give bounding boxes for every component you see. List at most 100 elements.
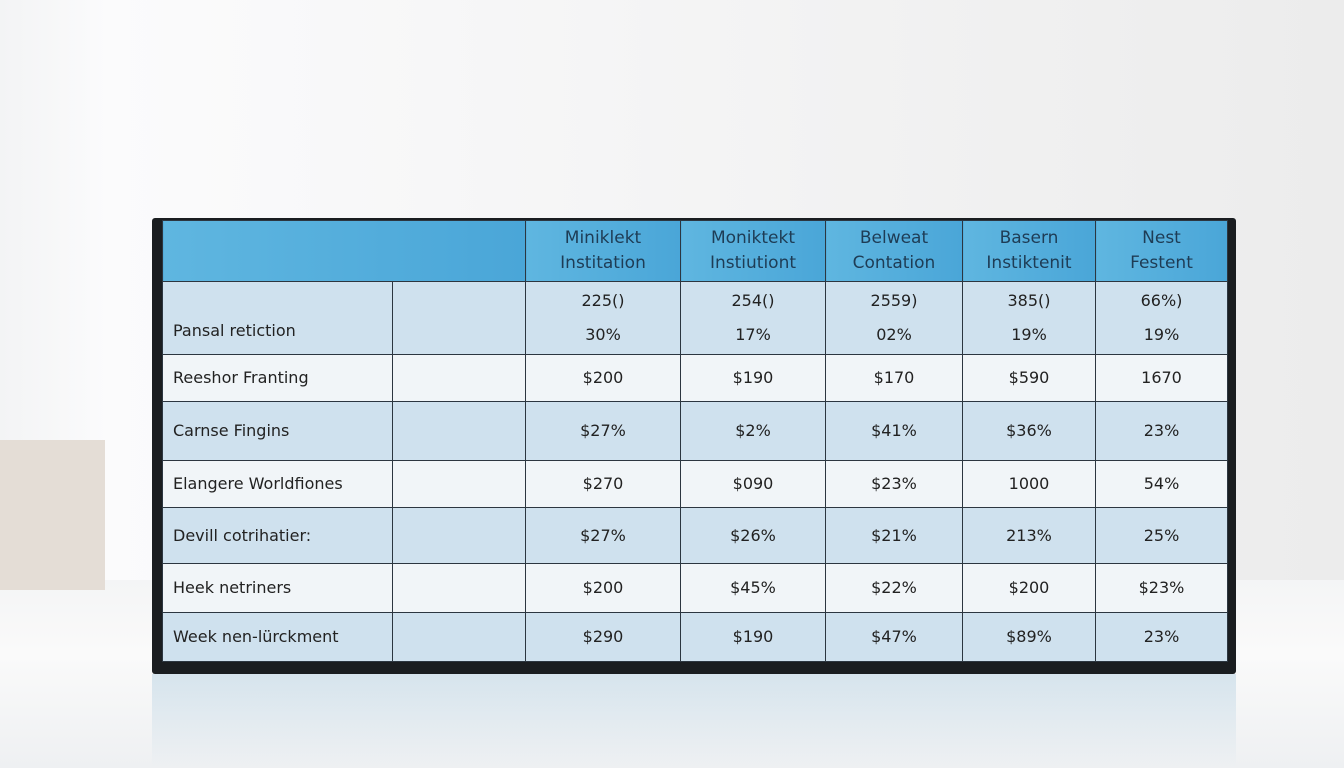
- cell-line: 25%: [1143, 525, 1180, 545]
- value-cell: $200: [962, 562, 1096, 614]
- value-cell: 66%) 19%: [1095, 281, 1228, 355]
- value-cell: $26%: [680, 507, 826, 564]
- cell-line: Festent: [1130, 253, 1193, 273]
- value-cell: 1670: [1095, 353, 1228, 403]
- cell-line: 19%: [1143, 324, 1180, 344]
- column-header: Basern Instiktenit: [962, 220, 1096, 282]
- row-label: Elangere Worldfiones: [162, 459, 393, 509]
- table-row: Reeshor Franting $200 $190 $170 $590 1670: [162, 353, 1228, 403]
- empty-cell: [392, 612, 526, 662]
- row-label: Devill cotrihatier:: [162, 507, 393, 564]
- cell-line: $23%: [1138, 578, 1185, 598]
- row-label: Week nen-lürckment: [162, 612, 393, 662]
- value-cell: $36%: [962, 401, 1096, 461]
- cell-line: 213%: [1006, 525, 1052, 545]
- value-cell: 225() 30%: [525, 281, 681, 355]
- cell-line: 66%): [1140, 290, 1183, 310]
- cell-line: $200: [1008, 578, 1050, 598]
- value-cell: $590: [962, 353, 1096, 403]
- empty-cell: [392, 459, 526, 509]
- cell-line: 23%: [1143, 627, 1180, 647]
- value-cell: $41%: [825, 401, 963, 461]
- cell-line: Nest: [1142, 228, 1181, 248]
- cell-line: $41%: [871, 421, 917, 441]
- row-label: Carnse Fingins: [162, 401, 393, 461]
- cell-line: $2%: [735, 421, 771, 441]
- column-header: Belweat Contation: [825, 220, 963, 282]
- value-cell: $27%: [525, 507, 681, 564]
- cell-line: 54%: [1143, 474, 1180, 494]
- cell-line: 1670: [1141, 368, 1182, 388]
- reflection: [152, 674, 1236, 768]
- table-row: Pansal retiction 225() 30% 254() 17% 2559) 02%…: [162, 281, 1228, 355]
- cell-line: 23%: [1143, 421, 1180, 441]
- column-header: Miniklekt Institation: [525, 220, 681, 282]
- value-cell: $200: [525, 353, 681, 403]
- cell-line: Institation: [560, 253, 646, 273]
- value-cell: 2559) 02%: [825, 281, 963, 355]
- chair: [0, 440, 105, 590]
- header-row: Miniklekt Institation Moniktekt Instiutiont…: [162, 220, 1228, 282]
- cell-line: $27%: [580, 525, 626, 545]
- cell-line: $23%: [871, 474, 917, 494]
- value-cell: 213%: [962, 507, 1096, 564]
- table-row: Carnse Fingins $27% $2% $41% $36% 23%: [162, 401, 1228, 461]
- cell-line: Belweat: [859, 228, 929, 248]
- header-empty: [162, 220, 526, 282]
- cell-line: 225(): [581, 290, 625, 310]
- cell-line: 254(): [731, 290, 775, 310]
- empty-cell: [392, 281, 526, 355]
- value-cell: $090: [680, 459, 826, 509]
- cell-line: 17%: [735, 324, 771, 344]
- cell-line: $190: [732, 368, 774, 388]
- value-cell: 1000: [962, 459, 1096, 509]
- cell-line: Miniklekt: [564, 228, 642, 248]
- value-cell: $290: [525, 612, 681, 662]
- value-cell: 254() 17%: [680, 281, 826, 355]
- empty-cell: [392, 562, 526, 614]
- value-cell: $190: [680, 353, 826, 403]
- empty-cell: [392, 507, 526, 564]
- cell-line: 2559): [870, 290, 918, 310]
- value-cell: $89%: [962, 612, 1096, 662]
- value-cell: $23%: [825, 459, 963, 509]
- value-cell: $200: [525, 562, 681, 614]
- row-label: Pansal retiction: [162, 281, 393, 355]
- cell-line: $89%: [1006, 627, 1052, 647]
- column-header: Moniktekt Instiutiont: [680, 220, 826, 282]
- empty-cell: [392, 353, 526, 403]
- value-cell: $21%: [825, 507, 963, 564]
- value-cell: 54%: [1095, 459, 1228, 509]
- value-cell: $27%: [525, 401, 681, 461]
- cell-line: 30%: [585, 324, 621, 344]
- value-cell: $270: [525, 459, 681, 509]
- value-cell: $190: [680, 612, 826, 662]
- data-table: Miniklekt Institation Moniktekt Instiutiont…: [162, 220, 1228, 662]
- cell-line: $36%: [1006, 421, 1052, 441]
- row-label: Reeshor Franting: [162, 353, 393, 403]
- value-cell: $22%: [825, 562, 963, 614]
- cell-line: $200: [582, 578, 624, 598]
- value-cell: $2%: [680, 401, 826, 461]
- row-label: Heek netriners: [162, 562, 393, 614]
- cell-line: $22%: [871, 578, 917, 598]
- cell-line: Contation: [852, 253, 936, 273]
- cell-line: 02%: [876, 324, 912, 344]
- cell-line: $270: [582, 474, 624, 494]
- cell-line: Instiutiont: [709, 253, 797, 273]
- empty-cell: [392, 401, 526, 461]
- value-cell: $45%: [680, 562, 826, 614]
- value-cell: 25%: [1095, 507, 1228, 564]
- cell-line: 385(): [1007, 290, 1051, 310]
- column-header: Nest Festent: [1095, 220, 1228, 282]
- value-cell: $47%: [825, 612, 963, 662]
- cell-line: 19%: [1011, 324, 1047, 344]
- cell-line: $45%: [730, 578, 776, 598]
- table-row: Devill cotrihatier: $27% $26% $21% 213% 25%: [162, 507, 1228, 564]
- cell-line: $170: [873, 368, 915, 388]
- cell-line: $27%: [580, 421, 626, 441]
- cell-line: $590: [1008, 368, 1050, 388]
- cell-line: $26%: [730, 525, 776, 545]
- cell-line: 1000: [1008, 474, 1050, 494]
